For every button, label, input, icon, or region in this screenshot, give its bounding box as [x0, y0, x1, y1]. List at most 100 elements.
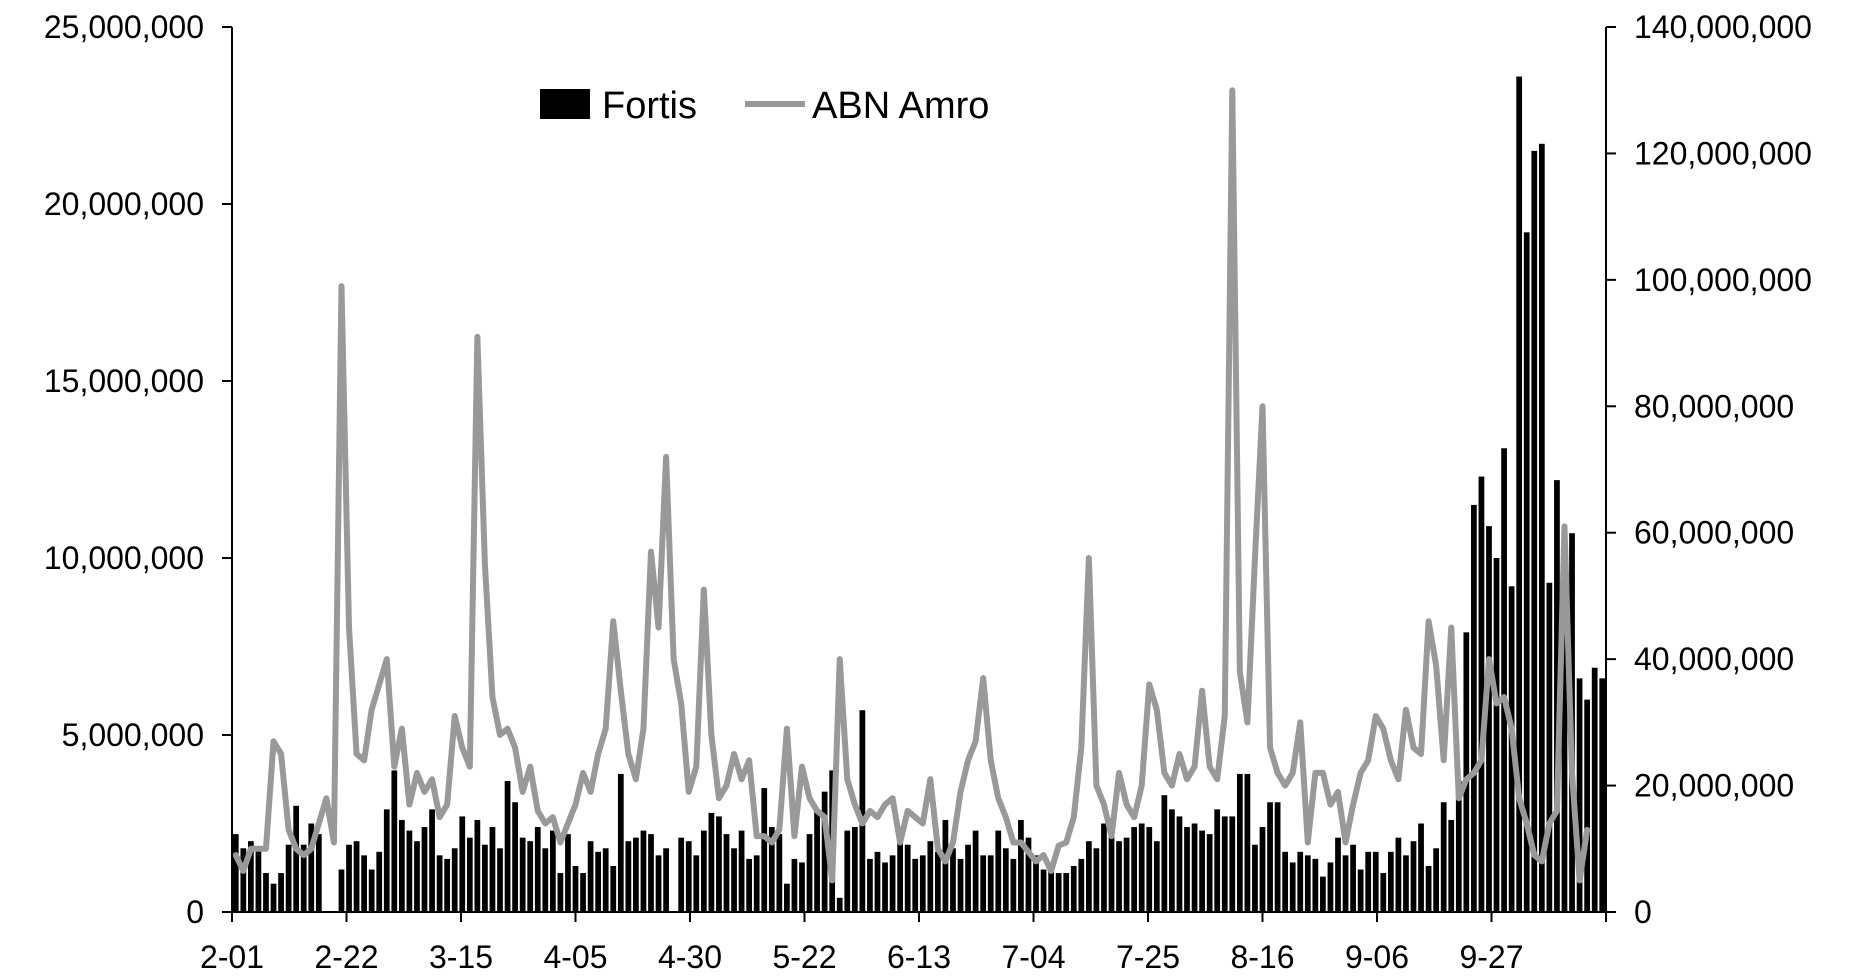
fortis-bar: [383, 809, 390, 912]
fortis-bar: [1184, 827, 1190, 912]
x-tick-label: 3-15: [429, 939, 493, 975]
fortis-bar: [346, 844, 352, 912]
fortis-bar: [1116, 841, 1122, 912]
fortis-bar: [610, 865, 617, 912]
fortis-bar: [1282, 851, 1289, 912]
fortis-bar: [270, 883, 277, 912]
fortis-bar: [844, 830, 851, 912]
fortis-bar: [1131, 827, 1138, 912]
fortis-bar: [1403, 855, 1409, 912]
fortis-bar: [391, 770, 398, 912]
fortis-bar: [1523, 232, 1530, 912]
right-tick-label: 20,000,000: [1634, 768, 1794, 804]
fortis-bar: [353, 841, 360, 912]
fortis-bar: [1387, 851, 1394, 912]
fortis-bar: [965, 844, 971, 912]
fortis-bar: [806, 834, 813, 912]
fortis-bar: [1471, 504, 1477, 912]
fortis-bars: [232, 76, 1606, 912]
fortis-bar: [1531, 150, 1538, 912]
x-tick-label: 5-22: [772, 939, 836, 975]
fortis-bar: [1244, 773, 1251, 912]
x-tick-label: 9-06: [1345, 939, 1409, 975]
fortis-bar: [315, 834, 322, 912]
fortis-bar: [1538, 143, 1545, 912]
fortis-bar: [987, 855, 994, 912]
fortis-bar: [874, 851, 881, 912]
right-tick-label: 60,000,000: [1634, 515, 1794, 551]
fortis-bar: [1123, 837, 1130, 912]
fortis-bar: [1410, 841, 1417, 912]
fortis-bar: [1365, 851, 1372, 912]
fortis-bar: [1599, 678, 1606, 912]
fortis-bar: [1297, 851, 1304, 912]
fortis-bar: [466, 837, 473, 912]
fortis-bar: [398, 819, 405, 912]
fortis-bar: [867, 858, 873, 912]
fortis-bar: [1320, 876, 1326, 912]
fortis-bar: [263, 873, 269, 912]
fortis-bar: [429, 809, 435, 912]
fortis-bar: [791, 858, 798, 912]
fortis-bar: [761, 788, 768, 912]
fortis-bar: [1357, 869, 1364, 912]
fortis-bar: [1425, 865, 1432, 912]
fortis-bar: [338, 869, 345, 912]
fortis-bar: [731, 848, 737, 912]
fortis-bar: [1304, 855, 1311, 912]
fortis-bar: [912, 858, 919, 912]
fortis-bar: [1312, 858, 1319, 912]
fortis-bar: [580, 873, 586, 912]
fortis-bar: [1372, 851, 1379, 912]
fortis-bar: [1093, 848, 1100, 912]
fortis-bar: [504, 781, 511, 912]
left-tick-label: 0: [186, 894, 204, 930]
x-tick-label: 7-04: [1001, 939, 1065, 975]
left-tick-label: 20,000,000: [44, 186, 204, 222]
fortis-bar: [451, 848, 458, 912]
fortis-bar: [482, 844, 488, 912]
fortis-bar: [1048, 865, 1054, 912]
fortis-bar: [784, 883, 790, 912]
fortis-bar: [1252, 844, 1258, 912]
fortis-bar: [814, 809, 820, 912]
fortis-bar: [738, 830, 745, 912]
fortis-bar: [1085, 841, 1092, 912]
fortis-bar: [1516, 76, 1523, 912]
legend: Fortis ABN Amro: [540, 85, 989, 127]
fortis-bar: [1146, 827, 1153, 912]
fortis-bar: [572, 865, 579, 912]
fortis-bar: [1591, 667, 1598, 912]
right-tick-label: 0: [1634, 894, 1652, 930]
fortis-bar: [768, 827, 775, 912]
fortis-bar: [240, 848, 247, 912]
fortis-bar: [935, 851, 941, 912]
fortis-bar: [285, 844, 292, 912]
fortis-bar: [308, 823, 315, 912]
fortis-bar: [708, 812, 715, 912]
fortis-bar: [776, 834, 783, 912]
x-tick-label: 6-13: [887, 939, 951, 975]
fortis-bar: [897, 837, 903, 912]
fortis-bar: [489, 827, 496, 912]
fortis-bar: [474, 819, 481, 912]
fortis-bar: [927, 841, 934, 912]
fortis-bar: [1138, 823, 1145, 912]
fortis-bar: [368, 869, 375, 912]
fortis-bar: [497, 848, 503, 912]
right-tick-label: 40,000,000: [1634, 641, 1794, 677]
fortis-bar: [1584, 699, 1590, 912]
fortis-bar: [459, 816, 466, 912]
fortis-bar: [859, 710, 866, 912]
right-tick-label: 140,000,000: [1634, 9, 1812, 45]
fortis-bar: [1546, 582, 1553, 912]
legend-label-fortis: Fortis: [602, 85, 697, 127]
x-tick-label: 2-22: [314, 939, 378, 975]
fortis-bar: [1010, 858, 1017, 912]
fortis-bar: [1214, 809, 1221, 912]
left-tick-label: 10,000,000: [44, 540, 204, 576]
fortis-bar: [693, 855, 700, 912]
fortis-bar: [1486, 526, 1492, 912]
fortis-bar: [836, 897, 843, 912]
